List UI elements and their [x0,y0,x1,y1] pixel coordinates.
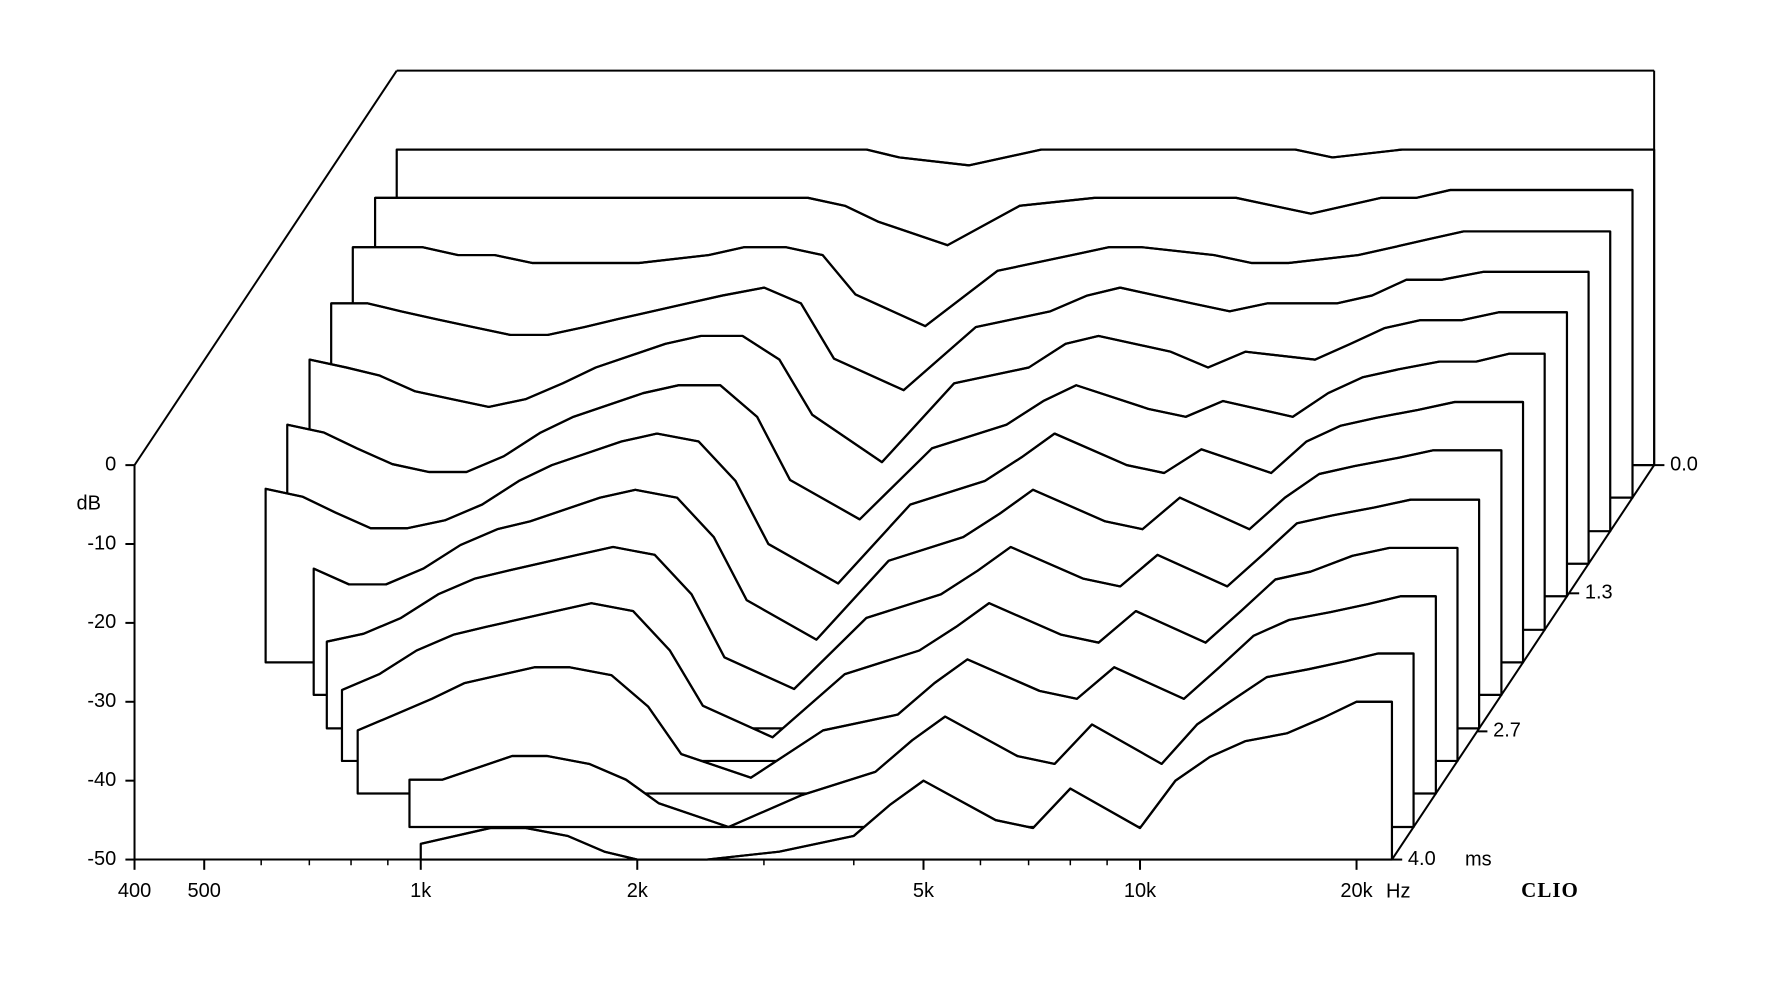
z-tick-label: 4.0 [1408,848,1436,870]
decay-slice [352,230,1611,328]
decay-slice [313,449,1502,641]
decay-slice [357,595,1436,779]
x-tick-label: 5k [913,880,935,902]
y-axis-label: dB [77,492,101,514]
decay-slice [265,400,1524,585]
z-tick-label: 1.3 [1585,582,1613,604]
x-tick-label: 2k [627,880,649,902]
decay-slice [396,148,1655,167]
x-tick-label: 500 [188,880,221,902]
brand-logo: CLIO [1521,878,1579,902]
y-tick-label: -50 [87,848,116,870]
x-tick-label: 400 [118,880,151,902]
y-tick-label: -20 [87,611,116,633]
decay-slice [287,352,1545,521]
y-tick-label: -30 [87,690,116,712]
y-tick-label: -10 [87,532,116,554]
x-tick-label: 20k [1340,880,1373,902]
y-tick-label: 0 [105,453,116,475]
z-axis-label: ms [1465,848,1492,870]
decay-slice [409,652,1414,829]
z-tick-label: 2.7 [1493,720,1521,742]
decay-slice [309,311,1567,464]
x-tick-label: 1k [410,880,432,902]
decay-slice [420,700,1392,861]
decay-slice [375,188,1633,247]
z-tick-label: 0.0 [1670,453,1698,475]
decay-slice [331,270,1589,392]
x-tick-label: 10k [1124,880,1157,902]
decay-slice [326,498,1480,691]
x-axis-label: Hz [1386,880,1410,902]
decay-slice [341,546,1458,739]
y-tick-label: -40 [87,769,116,791]
axis-frame [133,70,398,466]
